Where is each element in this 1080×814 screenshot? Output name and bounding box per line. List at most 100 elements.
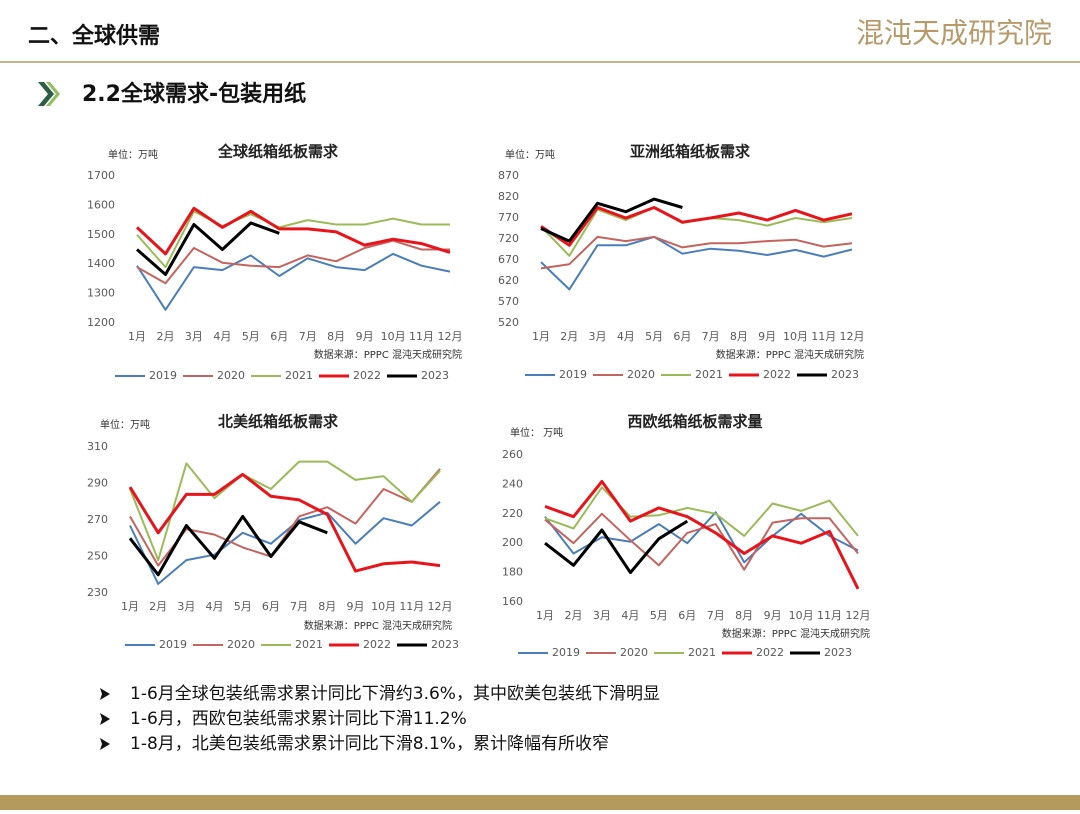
chart-title: 全球纸箱纸板需求	[217, 143, 339, 161]
x-tick-label: 6月	[262, 600, 280, 613]
x-tick-label: 4月	[213, 330, 231, 343]
series-line	[128, 514, 328, 577]
y-tick-label: 1300	[87, 287, 115, 300]
y-tick-label: 1600	[87, 198, 115, 211]
legend-label: 2020	[217, 369, 245, 382]
y-tick-label: 250	[87, 550, 108, 563]
x-tick-label: 4月	[206, 600, 224, 613]
x-tick-label: 9月	[356, 330, 374, 343]
x-tick-label: 12月	[846, 609, 871, 622]
legend-label: 2022	[353, 369, 381, 382]
x-tick-label: 3月	[593, 609, 611, 622]
x-tick-label: 11月	[817, 609, 842, 622]
bullet-text: 1-8月，北美包装纸需求累计同比下滑8.1%，累计降幅有所收窄	[130, 734, 609, 754]
x-tick-label: 11月	[409, 330, 434, 343]
x-tick-label: 7月	[290, 600, 308, 613]
unit-label: 单位： 万吨	[510, 426, 563, 439]
x-tick-label: 2月	[149, 600, 167, 613]
x-tick-label: 6月	[678, 609, 696, 622]
series-line	[540, 206, 853, 247]
legend-label: 2020	[627, 368, 655, 381]
legend-label: 2023	[421, 369, 449, 382]
y-tick-label: 310	[87, 440, 108, 453]
series-line	[544, 486, 859, 537]
bullet-arrow	[100, 688, 110, 700]
x-tick-label: 7月	[702, 330, 720, 343]
x-tick-label: 5月	[234, 600, 252, 613]
y-tick-label: 720	[498, 232, 519, 245]
legend-label: 2021	[285, 369, 313, 382]
x-tick-label: 2月	[156, 330, 174, 343]
x-tick-label: 9月	[346, 600, 364, 613]
series-line	[129, 501, 441, 585]
x-tick-label: 1月	[532, 330, 550, 343]
chevron-icon	[38, 82, 54, 106]
x-tick-label: 4月	[617, 330, 635, 343]
y-tick-label: 570	[498, 295, 519, 308]
y-tick-label: 620	[498, 274, 519, 287]
x-tick-label: 2月	[560, 330, 578, 343]
legend-label: 2021	[688, 646, 716, 659]
x-tick-label: 4月	[621, 609, 639, 622]
y-tick-label: 270	[87, 513, 108, 526]
footer-band	[0, 795, 1080, 810]
series-line	[136, 252, 451, 311]
x-tick-label: 8月	[735, 609, 753, 622]
x-tick-label: 12月	[428, 600, 453, 613]
series-line	[540, 235, 853, 270]
x-tick-label: 10月	[371, 600, 396, 613]
legend-label: 2023	[831, 368, 859, 381]
logo: 混沌天成研究院	[856, 17, 1052, 50]
chart-title: 亚洲纸箱纸板需求	[630, 143, 751, 161]
x-tick-label: 10月	[381, 330, 406, 343]
unit-label: 单位：万吨	[505, 148, 555, 161]
series-line	[128, 472, 441, 573]
x-tick-label: 1月	[536, 609, 554, 622]
y-tick-label: 230	[87, 586, 108, 599]
x-tick-label: 3月	[589, 330, 607, 343]
series-line	[136, 221, 280, 276]
bullet-text: 1-6月全球包装纸需求累计同比下滑约3.6%，其中欧美包装纸下滑明显	[130, 684, 660, 704]
y-tick-label: 1200	[87, 316, 115, 329]
subtitle: 2.2全球需求-包装用纸	[82, 81, 306, 107]
x-tick-label: 9月	[758, 330, 776, 343]
x-tick-label: 12月	[840, 330, 865, 343]
x-tick-label: 9月	[764, 609, 782, 622]
x-tick-label: 6月	[270, 330, 288, 343]
legend-label: 2020	[227, 638, 255, 651]
x-tick-label: 6月	[673, 330, 691, 343]
series-line	[129, 460, 441, 562]
section-title: 二、全球供需	[28, 23, 160, 49]
y-tick-label: 870	[498, 169, 519, 182]
source-label: 数据来源：PPPC 混沌天成研究院	[314, 348, 462, 361]
y-tick-label: 520	[498, 316, 519, 329]
y-tick-label: 770	[498, 211, 519, 224]
x-tick-label: 2月	[564, 609, 582, 622]
series-line	[540, 197, 683, 243]
x-tick-label: 12月	[438, 330, 463, 343]
y-tick-label: 200	[502, 536, 523, 549]
legend-label: 2023	[824, 646, 852, 659]
y-tick-label: 290	[87, 477, 108, 490]
x-tick-label: 1月	[128, 330, 146, 343]
x-tick-label: 10月	[789, 609, 814, 622]
x-tick-label: 5月	[242, 330, 260, 343]
x-tick-label: 8月	[730, 330, 748, 343]
bullet-text: 1-6月，西欧包装纸需求累计同比下滑11.2%	[130, 709, 467, 729]
x-tick-label: 5月	[645, 330, 663, 343]
x-tick-label: 5月	[650, 609, 668, 622]
legend-label: 2022	[763, 368, 791, 381]
series-line	[544, 512, 859, 571]
bullet-arrow	[100, 738, 110, 750]
unit-label: 单位：万吨	[108, 148, 158, 161]
x-tick-label: 8月	[327, 330, 345, 343]
x-tick-label: 11月	[811, 330, 836, 343]
series-line	[136, 239, 450, 285]
x-tick-label: 11月	[399, 600, 424, 613]
chart-title: 北美纸箱纸板需求	[218, 413, 339, 431]
legend-label: 2022	[363, 638, 391, 651]
x-tick-label: 3月	[185, 330, 203, 343]
legend-label: 2019	[149, 369, 177, 382]
